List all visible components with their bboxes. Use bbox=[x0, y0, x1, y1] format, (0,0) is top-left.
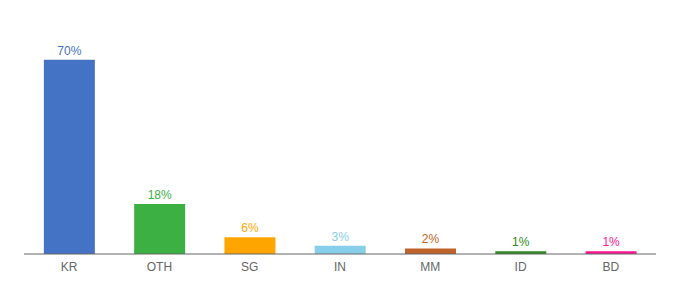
svg-text:MM: MM bbox=[420, 260, 440, 274]
svg-text:70%: 70% bbox=[57, 44, 81, 58]
svg-text:KR: KR bbox=[61, 260, 78, 274]
svg-text:6%: 6% bbox=[241, 221, 259, 235]
svg-text:3%: 3% bbox=[332, 230, 350, 244]
svg-text:OTH: OTH bbox=[147, 260, 172, 274]
svg-text:2%: 2% bbox=[422, 232, 440, 246]
svg-text:SG: SG bbox=[241, 260, 258, 274]
svg-text:ID: ID bbox=[515, 260, 527, 274]
svg-text:BD: BD bbox=[603, 260, 620, 274]
svg-text:1%: 1% bbox=[512, 235, 530, 249]
svg-text:1%: 1% bbox=[602, 235, 620, 249]
svg-text:18%: 18% bbox=[148, 188, 172, 202]
svg-text:IN: IN bbox=[334, 260, 346, 274]
